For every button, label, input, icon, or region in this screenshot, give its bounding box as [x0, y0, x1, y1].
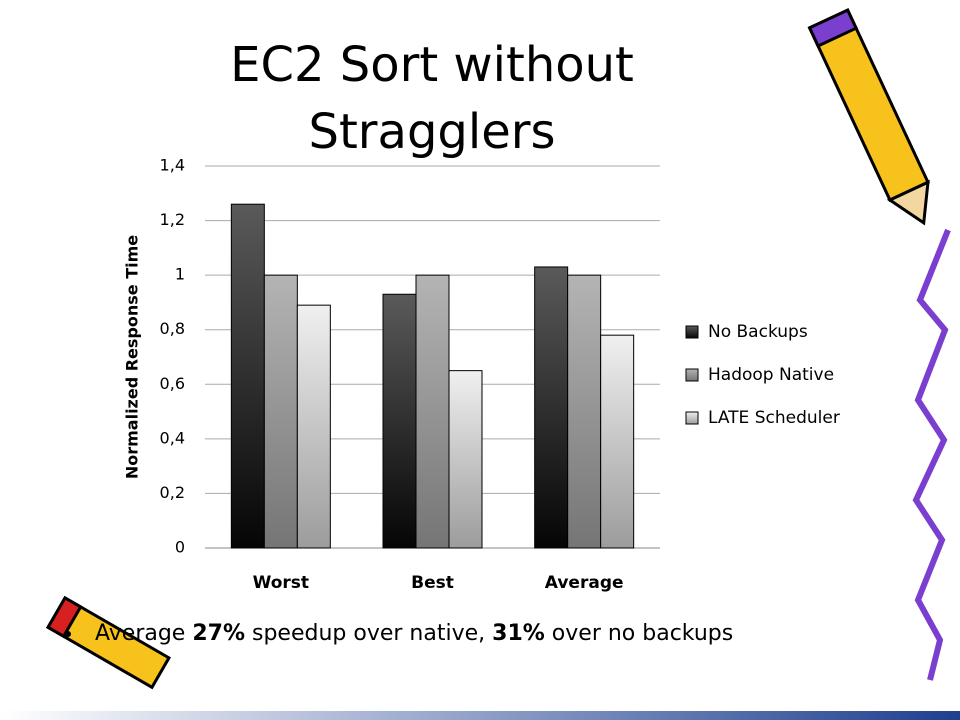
x-tick-label: Average	[545, 573, 624, 593]
legend-label: LATE Scheduler	[708, 408, 840, 428]
bar	[448, 370, 483, 549]
bullet-text: Average 27% speedup over native, 31% ove…	[95, 621, 733, 646]
bullet-text-part: 27%	[192, 621, 245, 646]
y-axis-label: Normalized Response Time	[123, 235, 142, 479]
bar	[263, 274, 298, 549]
legend-label: Hadoop Native	[708, 365, 834, 385]
y-tick-label: 0	[175, 538, 185, 557]
decorative-border	[912, 228, 951, 681]
bullet-text-part: speedup over native,	[245, 621, 492, 646]
y-tick-label: 1	[175, 265, 185, 284]
bar	[415, 274, 450, 549]
bullet-text-part: over no backups	[545, 621, 733, 646]
bar	[567, 274, 602, 549]
legend-swatch	[685, 411, 699, 425]
y-tick-label: 1,4	[160, 156, 185, 175]
pencil-icon	[807, 8, 930, 226]
x-tick-label: Worst	[253, 573, 309, 593]
y-tick-label: 1,2	[160, 210, 185, 229]
bullet-text-part: Average	[95, 621, 192, 646]
bullet-text-part: 31%	[492, 621, 545, 646]
y-tick-label: 0,4	[160, 428, 185, 447]
bar	[382, 293, 417, 549]
bar	[230, 203, 265, 549]
chart-title: EC2 Sort without	[230, 37, 634, 93]
y-tick-label: 0,8	[160, 319, 185, 338]
legend-swatch	[685, 325, 699, 339]
footer-bar	[0, 711, 960, 720]
bar	[600, 334, 635, 549]
bullet	[65, 631, 71, 637]
y-tick-label: 0,6	[160, 374, 185, 393]
x-tick-label: Best	[411, 573, 454, 593]
bar	[296, 304, 331, 549]
bar	[534, 266, 569, 549]
pencil-icon	[45, 595, 172, 690]
legend-swatch	[685, 368, 699, 382]
y-tick-label: 0,2	[160, 483, 185, 502]
legend-label: No Backups	[708, 322, 808, 342]
chart-title: Stragglers	[309, 104, 556, 160]
